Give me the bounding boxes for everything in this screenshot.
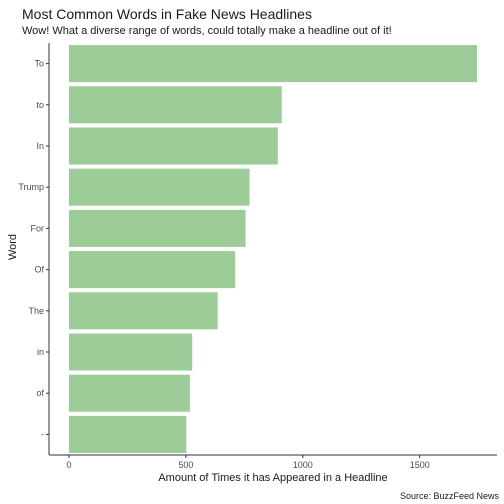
bar-7	[69, 333, 193, 371]
bar-0	[69, 45, 477, 83]
bar-4	[69, 209, 246, 247]
x-tick-label-0: 0	[66, 460, 71, 470]
x-tick-label-2: 1000	[293, 460, 313, 470]
y-tick-label-2: In	[36, 141, 44, 151]
bar-1	[69, 86, 282, 124]
y-tick-label-6: The	[28, 306, 44, 316]
y-tick-label-7: in	[37, 347, 44, 357]
x-tick-label-1: 500	[178, 460, 193, 470]
y-tick-label-5: Of	[34, 265, 44, 275]
y-tick-label-1: to	[36, 100, 44, 110]
y-axis-label: Word	[7, 233, 19, 261]
bar-5	[69, 251, 236, 289]
y-tick-label-8: of	[36, 388, 44, 398]
y-tick-label-0: To	[34, 59, 44, 69]
y-tick-label-4: For	[31, 223, 45, 233]
chart-subtitle: Wow! What a diverse range of words, coul…	[22, 25, 392, 37]
bar-9	[69, 415, 187, 453]
y-tick-label-3: Trump	[18, 182, 44, 192]
chart-caption: Source: BuzzFeed News	[399, 491, 499, 501]
bar-2	[69, 127, 278, 165]
x-axis-label: Amount of Times it has Appeared in a Hea…	[158, 472, 388, 484]
bar-6	[69, 292, 218, 330]
y-tick-label-9: -	[41, 429, 44, 439]
bar-8	[69, 374, 190, 412]
x-tick-label-3: 1500	[410, 460, 430, 470]
chart-title: Most Common Words in Fake News Headlines	[22, 6, 312, 22]
bar-3	[69, 168, 250, 206]
